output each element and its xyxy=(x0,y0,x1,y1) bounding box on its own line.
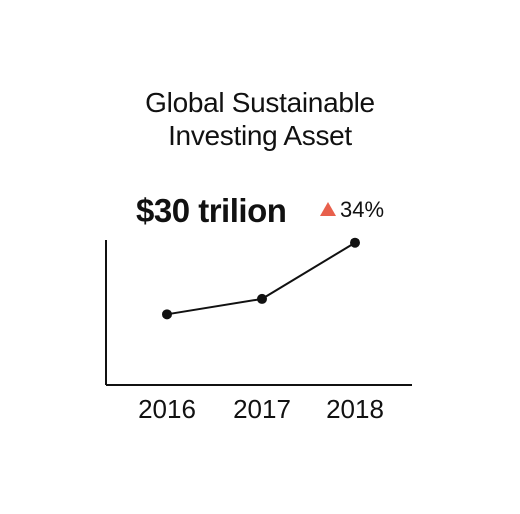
chart-title-line-1: Global Sustainable xyxy=(145,87,375,118)
change-label: 34% xyxy=(340,197,385,222)
data-point-2016 xyxy=(162,309,172,320)
headline-value: $30 trilion xyxy=(136,192,287,229)
x-tick-label-2018: 2018 xyxy=(326,394,384,424)
x-tick-labels: 2016 2017 2018 xyxy=(138,394,384,424)
x-tick-label-2017: 2017 xyxy=(233,394,291,424)
data-point-2018 xyxy=(350,237,360,248)
chart-title-line-2: Investing Asset xyxy=(168,120,352,151)
chart-title: Global Sustainable Investing Asset xyxy=(0,86,520,152)
x-tick-label-2016: 2016 xyxy=(138,394,196,424)
series-layer xyxy=(162,237,360,320)
up-triangle-icon xyxy=(320,202,336,216)
change-indicator: 34% xyxy=(320,197,384,223)
data-point-2017 xyxy=(257,293,267,304)
